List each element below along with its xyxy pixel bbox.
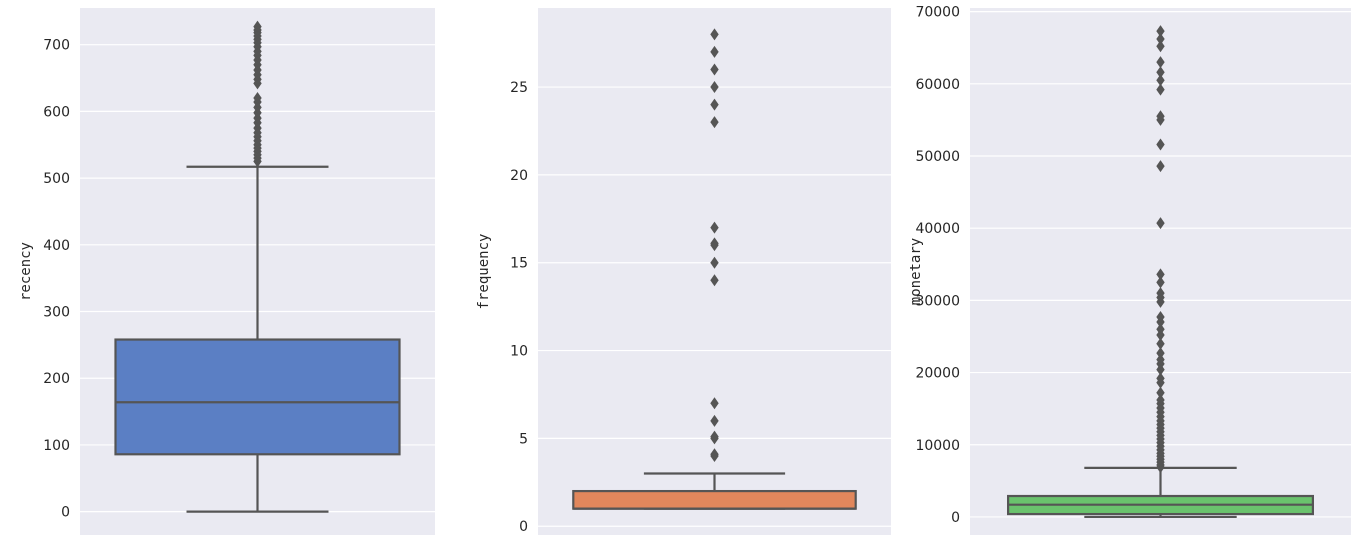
outlier-point <box>1156 276 1165 289</box>
y-tick-label: 40000 <box>915 221 960 237</box>
y-tick-label: 20000 <box>915 366 960 382</box>
y-axis-label: monetary <box>908 238 924 305</box>
outlier-point <box>710 274 719 287</box>
outlier-point <box>1156 347 1165 360</box>
outlier-point <box>710 397 719 410</box>
outlier-point <box>1156 268 1165 281</box>
outlier-point <box>1156 394 1165 407</box>
y-tick-label: 300 <box>43 305 70 321</box>
subplot-monetary: 0 10000 20000 30000 40000 50000 60000 70000 mone… <box>908 5 1351 535</box>
outlier-point <box>710 430 719 443</box>
outlier-point <box>1156 33 1165 46</box>
y-tick-label: 0 <box>61 505 70 521</box>
y-axis-label: recency <box>18 242 34 301</box>
outlier-point <box>1156 323 1165 336</box>
outlier-point <box>1156 372 1165 385</box>
outlier-point <box>710 448 719 461</box>
outlier-point <box>710 116 719 129</box>
outlier-point <box>710 28 719 41</box>
plot-area <box>538 8 891 535</box>
y-tick-label: 70000 <box>915 5 960 21</box>
outlier-point <box>710 81 719 94</box>
y-axis-label: frequency <box>476 234 492 310</box>
y-tick-label: 0 <box>519 519 528 535</box>
outlier-point <box>1156 337 1165 350</box>
outlier-point <box>1156 56 1165 69</box>
y-tick-label: 200 <box>43 371 70 387</box>
outlier-point <box>710 237 719 250</box>
outlier-point <box>1156 386 1165 399</box>
y-tick-label: 700 <box>43 38 70 54</box>
subplot-recency: 0 100 200 300 400 500 600 700 recency <box>18 8 435 535</box>
outlier-point <box>253 20 262 33</box>
outlier-point <box>1156 287 1165 300</box>
y-tick-label: 60000 <box>915 77 960 93</box>
iqr-box <box>572 489 857 510</box>
outlier-point <box>1156 74 1165 87</box>
y-tick-label: 500 <box>43 171 70 187</box>
outlier-point <box>1156 66 1165 79</box>
y-tick-label: 10 <box>510 344 528 360</box>
outlier-point <box>1156 217 1165 230</box>
outlier-point <box>1156 138 1165 151</box>
y-tick-label: 0 <box>951 510 960 526</box>
outlier-point <box>1156 110 1165 123</box>
y-tick-label: 10000 <box>915 438 960 454</box>
y-tick-label: 5 <box>519 431 528 447</box>
outlier-point <box>1156 83 1165 96</box>
outlier-point <box>710 256 719 269</box>
outlier-point <box>253 92 262 105</box>
y-tick-label: 600 <box>43 104 70 120</box>
subplot-frequency: 0 5 10 15 20 25 frequency <box>476 8 891 535</box>
outlier-point <box>1156 25 1165 38</box>
outlier-point <box>710 414 719 427</box>
y-tick-label: 400 <box>43 238 70 254</box>
outlier-point <box>710 63 719 76</box>
iqr-box <box>114 338 401 456</box>
outlier-point <box>1156 310 1165 323</box>
y-tick-label: 100 <box>43 438 70 454</box>
y-tick-label: 30000 <box>915 293 960 309</box>
outlier-point <box>710 45 719 58</box>
y-tick-label: 50000 <box>915 149 960 165</box>
outlier-point <box>1156 40 1165 53</box>
y-tick-label: 15 <box>510 256 528 272</box>
y-tick-label: 20 <box>510 168 528 184</box>
outlier-point <box>710 98 719 111</box>
outlier-point <box>1156 160 1165 173</box>
outlier-point <box>710 221 719 234</box>
y-tick-label: 25 <box>510 80 528 96</box>
outlier-point <box>1156 353 1165 366</box>
